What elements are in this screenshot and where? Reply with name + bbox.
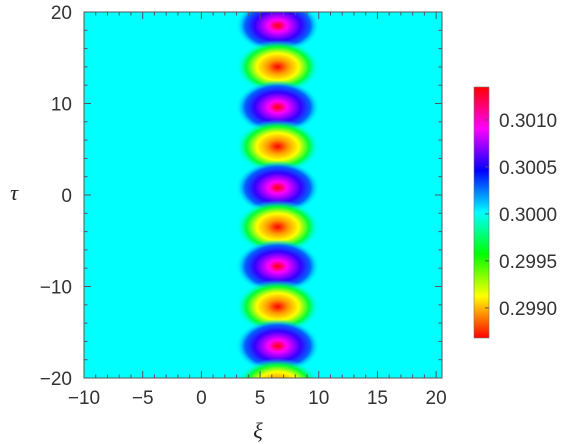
x-axis-title: ξ <box>253 418 263 443</box>
x-tick-label: 5 <box>255 388 266 409</box>
y-tick-label: −20 <box>40 369 72 390</box>
heatmap-peaks <box>235 12 320 378</box>
peak-max-8 <box>235 318 320 373</box>
peak-min-9 <box>237 358 319 378</box>
x-tick-label: −10 <box>68 388 100 409</box>
colorbar-gradient <box>473 86 490 339</box>
peak-min-7 <box>235 279 320 334</box>
colorbar-ticks: 0.2990 0.2995 0.3000 0.3005 0.3010 <box>485 111 557 320</box>
peak-max-2 <box>235 80 320 135</box>
colorbar: 0.2990 0.2995 0.3000 0.3005 0.3010 <box>473 86 557 339</box>
y-tick-label: 0 <box>61 186 72 207</box>
colorbar-tick-label: 0.3005 <box>499 158 557 179</box>
y-axis-title: τ <box>10 180 19 205</box>
peak-min-5 <box>235 200 320 255</box>
peak-min-1 <box>235 39 320 94</box>
x-tick-label: 0 <box>196 388 207 409</box>
x-tick-label: 20 <box>426 388 447 409</box>
peak-max-0 <box>235 12 320 53</box>
peak-max-6 <box>235 239 320 294</box>
peak-min-3 <box>235 119 320 174</box>
y-tick-label: 20 <box>51 3 72 24</box>
colorbar-tick-label: 0.3010 <box>499 111 557 132</box>
x-tick-label: −5 <box>132 388 154 409</box>
colorbar-tick-label: 0.2990 <box>499 299 557 320</box>
x-tick-label: 15 <box>367 388 388 409</box>
colorbar-tick-label: 0.2995 <box>499 252 557 273</box>
y-tick-label: −10 <box>40 278 72 299</box>
x-tick-label: 10 <box>308 388 329 409</box>
y-tick-label: 10 <box>51 95 72 116</box>
peak-max-4 <box>235 160 320 215</box>
colorbar-tick-label: 0.3000 <box>499 205 557 226</box>
